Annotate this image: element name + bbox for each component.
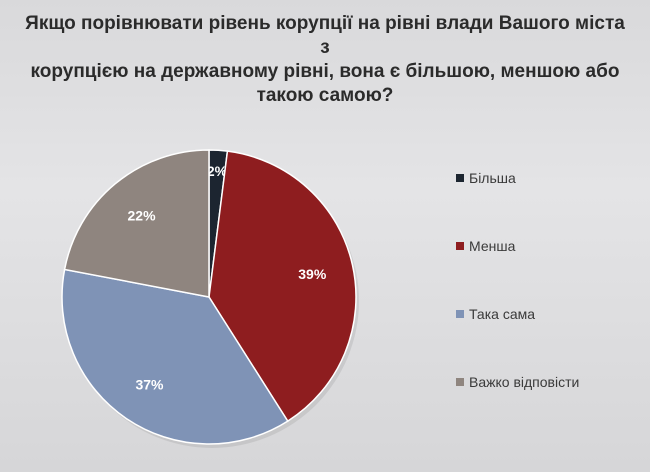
pie-slice-3 (63, 149, 210, 298)
chart-title-line-1: Якщо порівнювати рівень корупції на рівн… (25, 13, 625, 58)
legend-label-3: Важко відповісти (469, 374, 580, 390)
legend-swatch-2 (456, 310, 464, 318)
pie-data-label-2: 37% (135, 377, 164, 393)
legend-swatch-1 (456, 242, 464, 250)
legend-swatch-0 (456, 174, 464, 182)
legend-item-0: Більша (456, 170, 516, 186)
chart-title: Якщо порівнювати рівень корупції на рівн… (20, 12, 630, 108)
legend-item-3: Важко відповісти (456, 374, 579, 390)
pie-data-label-3: 22% (128, 207, 157, 223)
legend-label-1: Менша (469, 238, 516, 254)
legend-item-1: Менша (456, 238, 515, 254)
pie-data-label-1: 39% (298, 266, 327, 282)
legend-label-2: Така сама (469, 306, 536, 322)
pie-data-label-0: 2% (207, 163, 228, 179)
chart-title-line-2: корупцією на державному рівні, вона є бі… (30, 61, 620, 82)
legend-label-0: Більша (469, 170, 516, 186)
chart-title-line-3: такою самою? (256, 85, 394, 106)
pie-slice-2 (61, 268, 289, 445)
legend-item-2: Така сама (456, 306, 535, 322)
legend-swatch-3 (456, 378, 464, 386)
